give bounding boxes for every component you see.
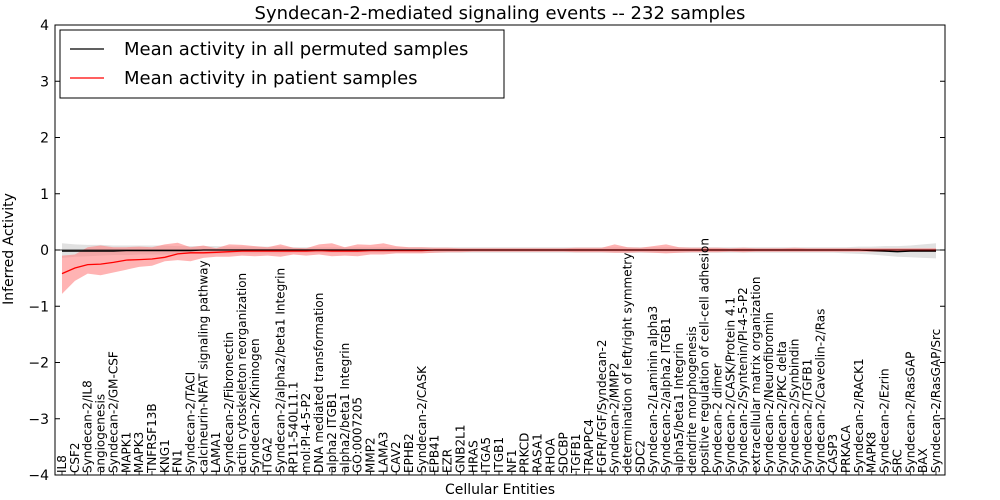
x-tick-label: TRAPPC4 — [582, 419, 596, 474]
y-ticks-layer: −4 −3 −2 −1 0 1 2 3 4 — [28, 18, 945, 484]
bands-layer — [62, 242, 936, 294]
x-tick-label: Syndecan-2/GM-CSF — [106, 351, 120, 473]
x-tick-label: MAPK1 — [119, 432, 133, 473]
x-tick-label: Syndecan-2/PKC delta — [775, 341, 789, 473]
x-tick-label: ITGA5 — [479, 437, 493, 473]
x-tick-label: EZR — [441, 449, 455, 473]
x-tick-label: ITGA2 — [261, 437, 275, 473]
x-tick-label: RASA1 — [531, 433, 545, 473]
x-tick-label: PRKCD — [518, 433, 532, 473]
x-axis-label: Cellular Entities — [445, 482, 555, 498]
x-tick-label: FGFR/FGF/Syndecan-2 — [595, 340, 609, 473]
x-tick-label: dendrite morphogenesis — [685, 326, 699, 473]
x-tick-label: Syndecan-2/Neurofibromin — [762, 312, 776, 473]
x-tick-label: EPHB2 — [402, 433, 416, 473]
x-tick-label: actin cytoskeleton reorganization — [235, 273, 249, 473]
x-tick-label: ITGB1 — [492, 437, 506, 473]
y-tick-label: 4 — [40, 18, 49, 34]
x-tick-label: Syndecan-2/Syntenin/PI-4-5-P2 — [736, 287, 750, 473]
x-tick-label: Syndecan-2/Ezrin — [878, 368, 892, 473]
x-tick-label: Syndecan-2/Laminin alpha3 — [646, 306, 660, 473]
x-tick-label: NF1 — [505, 449, 519, 473]
legend-label-permuted: Mean activity in all permuted samples — [124, 39, 468, 60]
legend-label-patient: Mean activity in patient samples — [124, 68, 418, 89]
x-tick-label: Syndecan-2/RasGAP — [903, 352, 917, 473]
y-axis-label: Inferred Activity — [1, 193, 17, 305]
x-tick-label: calcineurin-NFAT signaling pathway — [196, 260, 210, 473]
x-tick-label: Syndecan-2/RACK1 — [852, 358, 866, 473]
y-tick-label: 2 — [40, 131, 49, 147]
x-tick-label: BAX — [916, 448, 930, 473]
x-tick-label: Syndecan-2/Caveolin-2/Ras — [813, 309, 827, 473]
x-tick-label: KNG1 — [158, 439, 172, 473]
x-tick-label: alpha2 ITGB1 — [325, 392, 339, 473]
x-tick-label: IL8 — [55, 455, 69, 473]
x-tick-label: MAPK3 — [132, 432, 146, 473]
legend-box — [59, 29, 505, 99]
x-tick-label: GO:0007205 — [351, 397, 365, 473]
series-band-1 — [62, 242, 936, 294]
x-tick-label: Syndecan-2/CASK — [415, 365, 429, 473]
y-tick-label: −1 — [28, 299, 49, 315]
x-tick-label: alpha5/beta1 Integrin — [672, 343, 686, 473]
x-tick-label: extracellular matrix organization — [749, 277, 763, 474]
x-tick-label: Syndecan-2/TACI — [184, 372, 198, 473]
x-tick-label: Syndecan-2/Fibronectin — [222, 332, 236, 473]
x-tick-label: CSF2 — [68, 442, 82, 473]
x-tick-label: MAPK8 — [865, 432, 879, 473]
x-tick-label: Syndecan-2/RasGAP/Src — [929, 329, 943, 473]
legend: Mean activity in all permuted samples Me… — [59, 29, 505, 99]
x-tick-label: Syndecan-2/IL8 — [81, 380, 95, 473]
y-tick-label: 0 — [40, 243, 49, 259]
x-tick-label: CAV2 — [389, 441, 403, 473]
x-tick-label: FN1 — [171, 449, 185, 473]
x-tick-label: MMP2 — [364, 437, 378, 473]
chart-title: Syndecan-2-mediated signaling events -- … — [255, 3, 746, 24]
plot-frame — [54, 24, 946, 476]
x-tick-label: Syndecan-2/alpha2 ITGB1 — [659, 317, 673, 473]
x-tick-label: SDC2 — [633, 440, 647, 473]
y-tick-label: −3 — [28, 412, 49, 428]
x-tick-label: Syndecan-2/Kininogen — [248, 338, 262, 473]
x-tick-label: angiogenesis — [94, 394, 108, 473]
y-tick-label: −2 — [28, 356, 49, 372]
x-tick-label: mol:PI-4-5-P2 — [299, 393, 313, 473]
x-tick-label: SDCBP — [556, 432, 570, 473]
x-tick-label: GNB2L1 — [453, 425, 467, 473]
x-tick-label: Syndecan-2/MMP2 — [608, 363, 622, 473]
x-labels-layer: IL8CSF2Syndecan-2/IL8angiogenesisSyndeca… — [55, 238, 943, 474]
x-tick-label: determination of left/right symmetry — [621, 253, 635, 473]
x-tick-label: Syndecan-2 dimer — [711, 363, 725, 473]
x-tick-label: alpha2/beta1 Integrin — [338, 343, 352, 473]
x-tick-label: RP11-540L11.1 — [286, 382, 300, 473]
x-tick-label: Syndecan-2/CASK/Protein 4.1 — [723, 297, 737, 473]
x-tick-label: Syndecan-2/Synbindin — [788, 339, 802, 473]
x-tick-label: SRC — [890, 449, 904, 473]
x-tick-label: TGFB1 — [569, 434, 583, 474]
y-tick-label: 1 — [40, 187, 49, 203]
x-tick-label: EPB41 — [428, 435, 442, 473]
y-tick-label: 3 — [40, 74, 49, 90]
x-tick-label: CASP3 — [826, 434, 840, 473]
x-tick-label: Syndecan-2/alpha2/beta1 Integrin — [274, 268, 288, 473]
x-tick-label: DNA mediated transformation — [312, 293, 326, 473]
x-ticks-layer — [61, 471, 937, 475]
x-tick-label: positive regulation of cell-cell adhesio… — [698, 238, 712, 473]
x-tick-label: TNFRSF13B — [145, 403, 159, 474]
x-tick-label: PRKACA — [839, 424, 853, 473]
x-tick-label: LAMA3 — [376, 432, 390, 473]
x-tick-label: RHOA — [543, 437, 557, 473]
y-tick-label: −4 — [28, 468, 49, 484]
x-tick-label: HRAS — [466, 440, 480, 473]
x-tick-label: LAMA1 — [209, 432, 223, 473]
x-tick-label: Syndecan-2/TGFB1 — [801, 359, 815, 473]
